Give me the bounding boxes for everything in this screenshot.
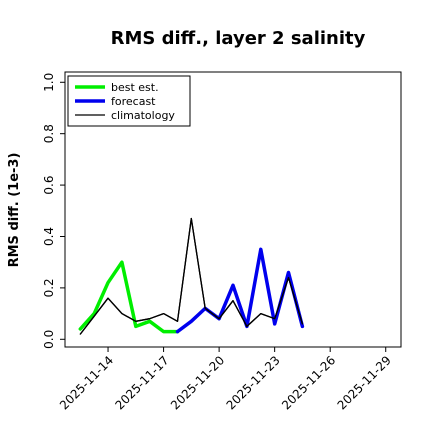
- x-tick-label: 2025-11-20: [168, 353, 227, 412]
- y-tick-label: 0.8: [42, 124, 56, 143]
- legend-label: climatology: [111, 109, 175, 122]
- legend-label: forecast: [111, 95, 156, 108]
- y-tick-label: 0.6: [42, 176, 56, 195]
- y-tick-label: 0.2: [42, 278, 56, 297]
- chart-title: RMS diff., layer 2 salinity: [111, 28, 366, 49]
- series-line-climatology-top: [79, 217, 304, 335]
- x-tick-label: 2025-11-14: [57, 353, 116, 412]
- y-axis-label: RMS diff. (1e-3): [7, 153, 22, 268]
- y-tick-label: 0.4: [42, 227, 56, 246]
- plot-frame: [64, 71, 402, 348]
- x-tick-label: 2025-11-17: [112, 353, 171, 412]
- x-tick-label: 2025-11-23: [224, 353, 283, 412]
- y-tick-label: 0.0: [42, 330, 56, 349]
- series-overlay-line: [178, 260, 303, 332]
- y-tick-label: 1.0: [42, 73, 56, 92]
- x-tick-label: 2025-11-26: [279, 353, 338, 412]
- plot-area: 0.00.20.40.60.81.02025-11-142025-11-1720…: [42, 71, 402, 412]
- series-line-best-est-: [78, 260, 180, 334]
- x-tick-label: 2025-11-29: [335, 353, 394, 412]
- legend-label: best est.: [111, 81, 159, 94]
